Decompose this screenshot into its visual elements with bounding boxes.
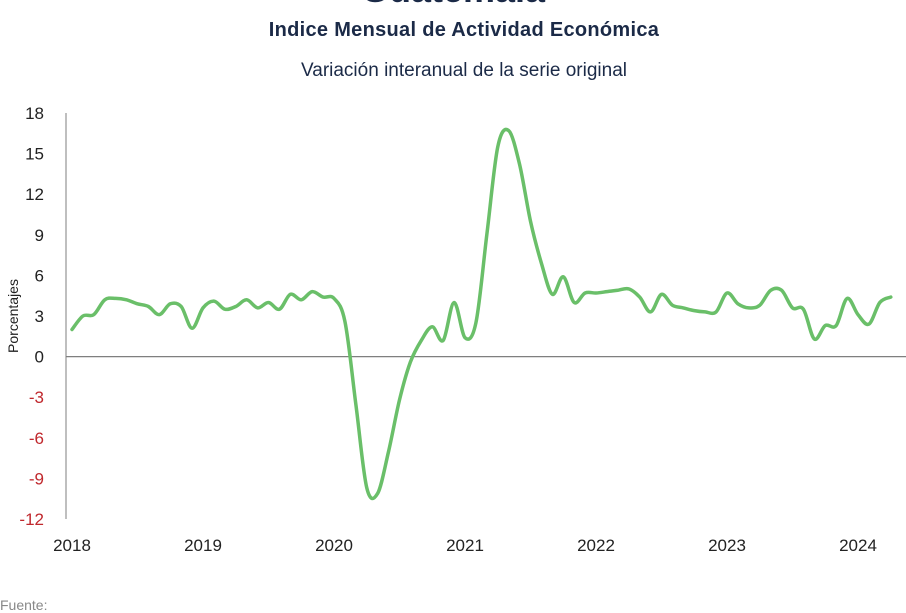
x-tick-label: 2023 xyxy=(708,536,746,555)
y-tick-label: 15 xyxy=(25,145,44,164)
y-tick-label: -3 xyxy=(29,388,44,407)
y-tick-label: 9 xyxy=(35,226,44,245)
y-tick-label: 3 xyxy=(35,307,44,326)
x-tick-label: 2018 xyxy=(53,536,91,555)
y-tick-label: 12 xyxy=(25,185,44,204)
x-tick-label: 2022 xyxy=(577,536,615,555)
chart-subtitle: Variación interanual de la serie origina… xyxy=(300,60,627,81)
series-group xyxy=(70,127,893,501)
source-label: Fuente: xyxy=(0,597,48,613)
y-tick-label: -6 xyxy=(29,429,44,448)
x-tick-labels: 2018 2019 2020 2021 2022 2023 2024 xyxy=(53,536,877,555)
x-tick-label: 2021 xyxy=(446,536,484,555)
y-tick-label: 18 xyxy=(25,104,44,123)
x-tick-label: 2024 xyxy=(839,536,877,555)
report-top-title: Guatemala xyxy=(0,0,906,10)
x-tick-label: 2019 xyxy=(184,536,222,555)
y-tick-label: -9 xyxy=(29,469,44,488)
x-tick-label: 2020 xyxy=(315,536,353,555)
y-tick-label: -12 xyxy=(19,510,44,529)
y-tick-label: 0 xyxy=(35,348,44,367)
y-tick-label: 6 xyxy=(35,266,44,285)
series-line xyxy=(70,127,893,501)
chart-title: Indice Mensual de Actividad Económica xyxy=(268,19,660,41)
y-tick-labels: 18 15 12 9 6 3 0 -3 -6 -9 -12 xyxy=(19,104,44,529)
